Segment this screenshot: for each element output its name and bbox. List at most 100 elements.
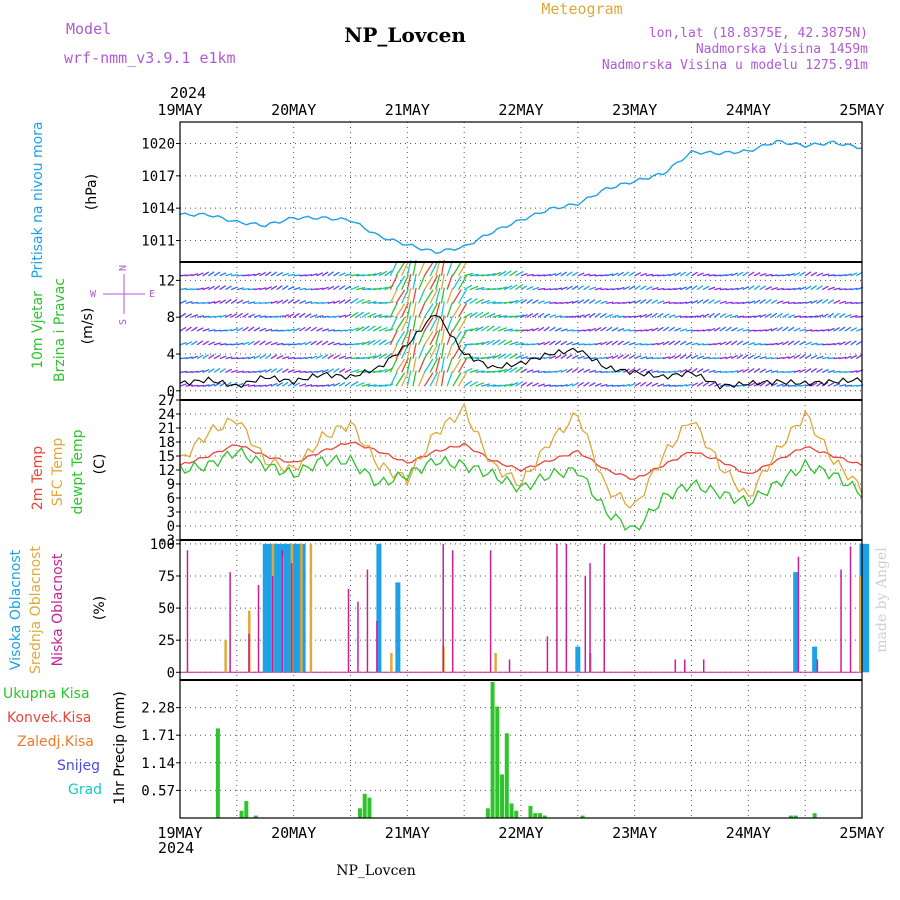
wind-arrow [753, 355, 761, 360]
wind-arrow [821, 285, 829, 291]
wind-arrow [384, 270, 393, 277]
precip-bar [504, 733, 509, 818]
wind-arrow [589, 274, 597, 277]
y-tick-label: 8 [167, 310, 175, 326]
wind-arrow [623, 328, 631, 332]
wind-arrow [225, 328, 233, 332]
wind-arrow [747, 271, 755, 277]
wind-arrow [526, 298, 533, 304]
wind-arrow [526, 356, 534, 360]
wind-arrow [429, 288, 439, 304]
wind-arrow [236, 370, 244, 374]
wind-arrow [321, 286, 329, 291]
wind-arrow [697, 343, 705, 346]
wind-arrow [759, 285, 767, 291]
wind-arrow [367, 384, 377, 387]
wind-arrow [492, 287, 502, 291]
wind-arrow [191, 326, 198, 332]
wind-arrow [440, 315, 445, 332]
cloud-low-label: Niska Oblacnost [50, 553, 66, 666]
wind-arrow [839, 356, 847, 360]
wind-arrow [475, 326, 484, 332]
wind-arrow [515, 271, 524, 277]
wind-arrow [657, 356, 665, 360]
wind-arrow [549, 326, 556, 332]
wind-arrow [247, 326, 255, 332]
precip-bar [509, 803, 514, 818]
wind-arrow [634, 355, 642, 360]
wind-arrow [185, 273, 193, 277]
wind-arrow [196, 369, 204, 374]
wind-arrow [196, 272, 204, 277]
wind-arrow [265, 383, 273, 387]
wind-arrow [293, 286, 301, 291]
wind-arrow [395, 289, 406, 304]
wind-arrow [759, 313, 767, 318]
wind-arrow [423, 344, 434, 359]
cloud-high-bar [376, 543, 382, 673]
wind-arrow [446, 329, 454, 346]
wind-arrow [645, 273, 654, 277]
wind-arrow [219, 299, 227, 304]
wind-arrow [185, 313, 193, 318]
wind-arrow [338, 368, 346, 373]
wind-arrow [628, 300, 636, 305]
wind-arrow [566, 285, 573, 291]
wind-arrow [389, 302, 398, 318]
wind-arrow [810, 382, 818, 387]
wind-arrow [361, 356, 371, 360]
pressure-panel-data [179, 139, 863, 255]
wind-arrow [259, 271, 266, 277]
wind-arrow [230, 328, 238, 332]
wind-arrow [702, 273, 710, 277]
wind-arrow [389, 288, 398, 304]
wind-arrow [310, 273, 318, 277]
precip-bar [533, 813, 538, 818]
cloud-high-bar [395, 582, 401, 673]
wind-arrow [736, 301, 744, 305]
wind-arrow [577, 314, 585, 318]
wind-arrow [457, 372, 468, 387]
wind-arrow [316, 369, 324, 374]
wind-arrow [395, 358, 406, 373]
wind-arrow [469, 285, 479, 291]
wind-arrow [628, 367, 636, 373]
y-tick-label: 18 [158, 435, 175, 451]
wind-arrow [486, 301, 496, 305]
wind-arrow [566, 368, 573, 373]
wind-arrow [549, 288, 557, 291]
wind-arrow [594, 312, 602, 318]
wind-arrow [225, 368, 233, 373]
wind-arrow [549, 272, 557, 277]
wind-arrow [299, 357, 307, 360]
wind-arrow [855, 271, 863, 277]
wind-arrow [310, 326, 317, 332]
wind-ylabel-1: 10m Vjetar [30, 291, 46, 369]
wind-arrow [651, 299, 659, 304]
wind-arrow [389, 371, 398, 387]
wind-arrow [446, 370, 454, 387]
wind-arrow [327, 271, 334, 277]
cloud-high-label: Visoka Oblacnost [8, 549, 24, 670]
wind-arrow [276, 342, 284, 346]
wind-arrow [617, 271, 624, 277]
wind-arrow [543, 356, 551, 360]
wind-arrow [475, 382, 485, 387]
wind-arrow [520, 299, 528, 304]
wind-arrow [446, 260, 454, 277]
wind-arrow [600, 356, 608, 360]
wind-arrow [827, 382, 835, 387]
wind-arrow [674, 369, 682, 374]
wind-arrow [543, 384, 551, 387]
wind-arrow [321, 368, 329, 373]
wind-arrow [423, 275, 434, 290]
wind-arrow [804, 300, 813, 305]
wind-arrow [668, 326, 676, 332]
wind-arrow [776, 312, 783, 318]
wind-arrow [532, 327, 539, 332]
wind-arrow [810, 271, 818, 277]
wind-arrow [736, 369, 744, 374]
wind-arrow [606, 273, 614, 277]
y-tick-label: 50 [158, 601, 175, 617]
y-tick-label: 0 [167, 384, 175, 400]
